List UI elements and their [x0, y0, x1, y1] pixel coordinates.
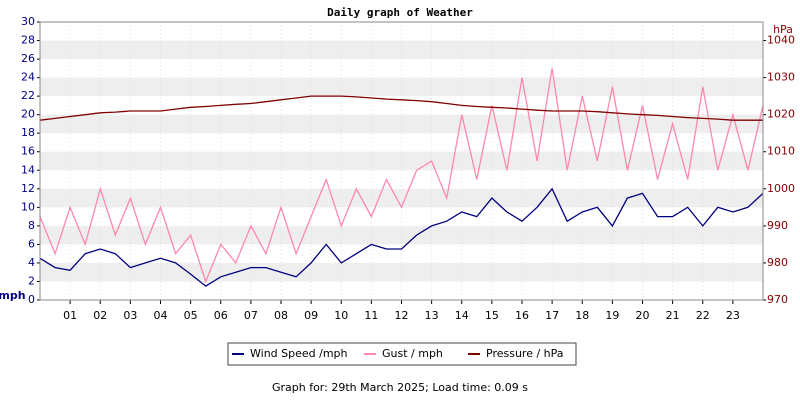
- x-tick-label: 03: [123, 309, 137, 322]
- series-line: [39, 68, 764, 284]
- y2-tick-label: 1040: [767, 34, 795, 47]
- y-tick-label: 22: [21, 89, 35, 102]
- x-tick-label: 05: [184, 309, 198, 322]
- plot-border: [39, 21, 764, 301]
- y-tick-label: 4: [28, 256, 35, 269]
- y-axis-label: mph: [0, 289, 26, 302]
- x-tick-label: 14: [455, 309, 469, 322]
- y-tick-label: 0: [28, 293, 35, 306]
- y-tick-label: 6: [28, 237, 35, 250]
- y-tick-label: 24: [21, 71, 35, 84]
- y-tick-label: 28: [21, 34, 35, 47]
- x-tick-label: 17: [545, 309, 559, 322]
- y-tick-label: 12: [21, 182, 35, 195]
- chart-title: Daily graph of Weather: [327, 6, 473, 19]
- y-tick-label: 10: [21, 200, 35, 213]
- y-tick-label: 26: [21, 52, 35, 65]
- grid-band: [40, 151, 763, 171]
- y-tick-label: 20: [21, 108, 35, 121]
- series-line: [39, 187, 764, 287]
- footer: Graph for: 29th March 2025; Load time: 0…: [272, 381, 528, 394]
- y-tick-label: 8: [28, 219, 35, 232]
- y2-tick-label: 970: [767, 293, 788, 306]
- x-tick-label: 20: [636, 309, 650, 322]
- x-tick-label: 16: [515, 309, 529, 322]
- y2-tick-label: 1000: [767, 182, 795, 195]
- y2-tick-label: 1020: [767, 108, 795, 121]
- x-tick-label: 04: [154, 309, 168, 322]
- legend-label: Wind Speed /mph: [250, 347, 348, 360]
- plot-area: 0246810121416182022242628309709809901000…: [21, 15, 795, 322]
- x-tick-label: 21: [666, 309, 680, 322]
- legend-box: [227, 342, 577, 366]
- y2-tick-label: 1010: [767, 145, 795, 158]
- x-tick-label: 18: [575, 309, 589, 322]
- legend-label: Pressure / hPa: [486, 347, 564, 360]
- y-tick-label: 14: [21, 163, 35, 176]
- x-tick-label: 06: [214, 309, 228, 322]
- x-tick-label: 19: [605, 309, 619, 322]
- y2-tick-label: 980: [767, 256, 788, 269]
- y-tick-label: 2: [28, 274, 35, 287]
- x-tick-label: 23: [726, 309, 740, 322]
- grid-band: [40, 40, 763, 60]
- x-tick-label: 08: [274, 309, 288, 322]
- y2-tick-label: 1030: [767, 71, 795, 84]
- x-tick-label: 10: [334, 309, 348, 322]
- legend-label: Gust / mph: [382, 347, 443, 360]
- x-tick-label: 12: [395, 309, 409, 322]
- y-tick-label: 18: [21, 126, 35, 139]
- y-tick-label: 30: [21, 15, 35, 28]
- x-tick-label: 01: [63, 309, 77, 322]
- grid-band: [40, 225, 763, 245]
- x-tick-label: 15: [485, 309, 499, 322]
- y-tick-label: 16: [21, 145, 35, 158]
- x-tick-label: 09: [304, 309, 318, 322]
- x-tick-label: 22: [696, 309, 710, 322]
- x-tick-label: 07: [244, 309, 258, 322]
- y2-axis-label: hPa: [773, 23, 793, 36]
- x-tick-label: 11: [364, 309, 378, 322]
- grid-band: [40, 114, 763, 134]
- x-tick-label: 02: [93, 309, 107, 322]
- series-line: [39, 95, 763, 121]
- y2-tick-label: 990: [767, 219, 788, 232]
- x-tick-label: 13: [425, 309, 439, 322]
